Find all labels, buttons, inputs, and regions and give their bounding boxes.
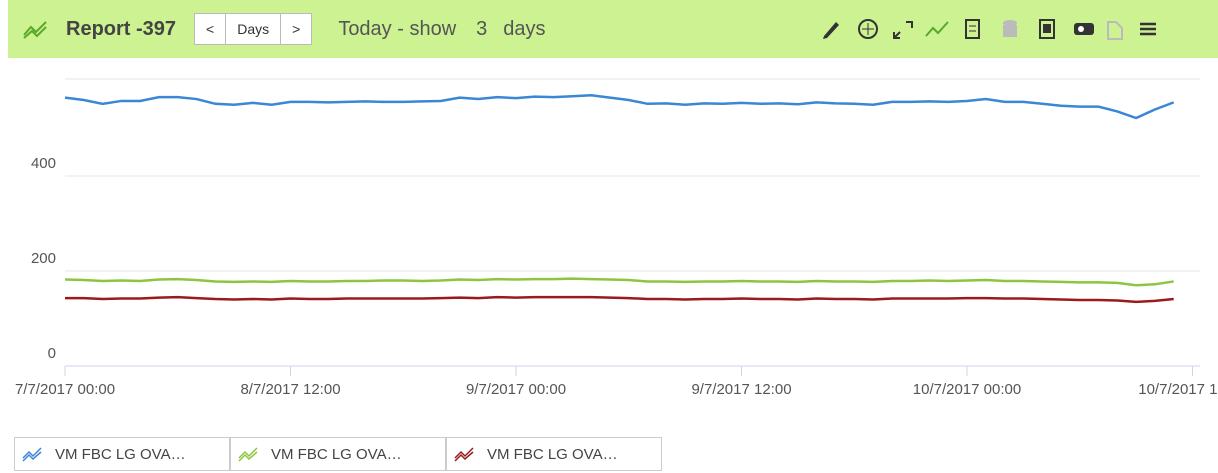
legend-item[interactable]: VM FBC LG OVA… <box>14 437 230 471</box>
unit-button[interactable]: Days <box>226 13 282 45</box>
report-title: Report -397 <box>66 17 177 40</box>
next-button[interactable]: > <box>281 13 313 45</box>
legend-swatch <box>454 447 474 459</box>
x-tick-label: 8/7/2017 12:00 <box>240 381 340 398</box>
series-line <box>64 93 1175 120</box>
report-icon <box>23 21 47 39</box>
legend-label: VM FBC LG OVA… <box>487 445 618 463</box>
prev-button[interactable]: < <box>194 13 227 45</box>
nav-group: < Days > <box>194 13 313 45</box>
legend-swatch <box>22 451 42 462</box>
header: Report -397 < Days > Today - show 3 days <box>8 0 1218 58</box>
legend-item[interactable]: VM FBC LG OVA… <box>230 437 446 471</box>
legend-swatch <box>454 451 474 462</box>
legend-item[interactable]: VM FBC LG OVA… <box>446 437 662 471</box>
legend-icon <box>238 447 258 462</box>
legend-swatch <box>238 451 258 462</box>
legend-swatch <box>22 447 42 459</box>
legend-label: VM FBC LG OVA… <box>55 445 186 463</box>
series-line <box>64 277 1174 287</box>
y-tick-label: 0 <box>48 345 56 362</box>
y-tick-label: 200 <box>31 250 56 267</box>
legend-icon <box>454 447 474 462</box>
legend-swatch <box>238 447 258 459</box>
series-line <box>65 295 1174 304</box>
x-tick-label: 10/7/2017 12:00 <box>1138 381 1218 398</box>
range-count[interactable]: 3 <box>476 17 488 40</box>
legend-label: VM FBC LG OVA… <box>271 445 402 463</box>
legend-icon <box>22 447 42 462</box>
x-tick-label: 10/7/2017 00:00 <box>913 381 1021 398</box>
x-tick-label: 9/7/2017 12:00 <box>691 381 791 398</box>
range-text: Today - show <box>338 17 457 40</box>
legend: VM FBC LG OVA… VM FBC LG OVA… VM FBC LG OV… <box>14 437 662 471</box>
toolbar[interactable] <box>818 16 1198 42</box>
y-tick-label: 400 <box>31 155 56 172</box>
x-tick-label: 7/7/2017 00:00 <box>15 381 115 398</box>
x-tick-label: 9/7/2017 00:00 <box>466 381 566 398</box>
range-unit: days <box>503 17 546 40</box>
